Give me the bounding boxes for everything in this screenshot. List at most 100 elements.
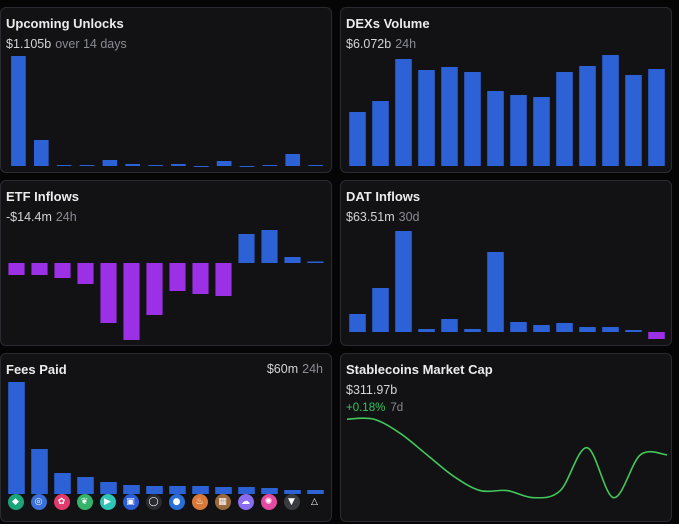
bar-2[interactable] bbox=[372, 101, 389, 166]
bar-10[interactable] bbox=[556, 72, 573, 166]
bar-1[interactable] bbox=[8, 263, 25, 275]
bar-12[interactable] bbox=[261, 230, 278, 263]
bar-4[interactable] bbox=[418, 70, 435, 166]
bar-14[interactable] bbox=[648, 332, 665, 339]
cube-logo-icon[interactable]: ▦ bbox=[214, 494, 231, 510]
stablecoins-market-cap-card[interactable]: Stablecoins Market Cap $311.97b +0.18% 7d bbox=[340, 353, 672, 522]
stablecoins-line-chart[interactable] bbox=[341, 354, 672, 522]
bar-1[interactable] bbox=[349, 112, 366, 166]
bar-14[interactable] bbox=[307, 490, 324, 494]
bar-6[interactable] bbox=[464, 329, 481, 332]
card-value: $6.072b 24h bbox=[346, 37, 416, 51]
bar-14[interactable] bbox=[307, 261, 324, 264]
hyperliquid-logo-icon[interactable]: ▶ bbox=[99, 494, 116, 510]
bar-1[interactable] bbox=[11, 56, 26, 166]
upcoming-unlocks-card[interactable]: Upcoming Unlocks $1.105b over 14 days bbox=[0, 7, 332, 173]
bar-7[interactable] bbox=[148, 165, 163, 166]
value: $60m bbox=[266, 362, 299, 376]
bar-7[interactable] bbox=[487, 91, 504, 166]
bar-5[interactable] bbox=[100, 482, 117, 494]
bar-6[interactable] bbox=[123, 263, 140, 340]
bar-6[interactable] bbox=[123, 485, 140, 494]
bar-9[interactable] bbox=[533, 97, 550, 166]
bar-9[interactable] bbox=[192, 486, 209, 494]
bar-2[interactable] bbox=[372, 288, 389, 332]
ghost-logo-icon[interactable]: ☁ bbox=[237, 494, 254, 510]
fees-paid-bar-chart[interactable] bbox=[1, 354, 332, 522]
bar-6[interactable] bbox=[125, 164, 141, 166]
bar-7[interactable] bbox=[487, 252, 504, 332]
bar-11[interactable] bbox=[239, 166, 255, 167]
tether-logo-icon[interactable]: ◆ bbox=[7, 494, 24, 510]
series-line[interactable] bbox=[346, 417, 668, 499]
unlocks-bar-chart[interactable] bbox=[1, 8, 332, 173]
bar-10[interactable] bbox=[215, 263, 232, 296]
leaf-logo-icon[interactable]: ❦ bbox=[76, 494, 93, 510]
bar-11[interactable] bbox=[579, 327, 596, 332]
bar-5[interactable] bbox=[441, 67, 458, 166]
bar-13[interactable] bbox=[625, 330, 642, 332]
bar-14[interactable] bbox=[308, 165, 323, 166]
bar-8[interactable] bbox=[169, 486, 186, 494]
bar-10[interactable] bbox=[216, 161, 232, 166]
bar-10[interactable] bbox=[215, 487, 232, 494]
bar-7[interactable] bbox=[146, 263, 163, 315]
bar-9[interactable] bbox=[192, 263, 209, 294]
bar-11[interactable] bbox=[238, 234, 255, 263]
bar-8[interactable] bbox=[169, 263, 186, 291]
bar-13[interactable] bbox=[625, 75, 642, 166]
bar-13[interactable] bbox=[284, 490, 301, 494]
bar-3[interactable] bbox=[395, 59, 412, 166]
bar-12[interactable] bbox=[602, 327, 619, 332]
bar-9[interactable] bbox=[193, 166, 209, 167]
etf-inflows-card[interactable]: ETF Inflows -$14.4m 24h bbox=[0, 180, 332, 346]
bar-12[interactable] bbox=[262, 165, 278, 166]
bar-7[interactable] bbox=[146, 486, 163, 494]
bar-11[interactable] bbox=[238, 487, 255, 494]
bar-3[interactable] bbox=[56, 165, 72, 166]
change-row: +0.18% 7d bbox=[346, 402, 403, 414]
bar-2[interactable] bbox=[31, 449, 48, 494]
shield-white-logo-icon[interactable]: ▼ bbox=[283, 494, 300, 510]
bar-3[interactable] bbox=[54, 473, 71, 494]
bar-10[interactable] bbox=[556, 323, 573, 332]
bar-13[interactable] bbox=[284, 257, 301, 263]
bar-5[interactable] bbox=[102, 160, 118, 166]
bar-3[interactable] bbox=[54, 263, 71, 278]
bar-4[interactable] bbox=[77, 477, 94, 494]
etf-inflows-bar-chart[interactable] bbox=[1, 181, 332, 346]
dex-volume-bar-chart[interactable] bbox=[341, 8, 672, 173]
shield-logo-icon[interactable]: ▣ bbox=[122, 494, 139, 510]
triangle-logo-icon[interactable]: △ bbox=[306, 494, 323, 510]
swirl-logo-icon[interactable]: ✺ bbox=[260, 494, 277, 510]
bar-2[interactable] bbox=[33, 140, 49, 166]
flame-logo-icon[interactable]: ♨ bbox=[191, 494, 208, 510]
bar-2[interactable] bbox=[31, 263, 48, 275]
circle-usdc-logo-icon[interactable]: ◎ bbox=[30, 494, 47, 510]
dexs-volume-card[interactable]: DEXs Volume $6.072b 24h bbox=[340, 7, 672, 173]
bar-4[interactable] bbox=[418, 329, 435, 332]
bar-12[interactable] bbox=[261, 488, 278, 494]
bar-11[interactable] bbox=[579, 66, 596, 166]
bar-8[interactable] bbox=[171, 164, 186, 166]
bar-4[interactable] bbox=[79, 165, 95, 166]
ring-logo-icon[interactable]: ◯ bbox=[145, 494, 162, 510]
bar-5[interactable] bbox=[441, 319, 458, 332]
bar-8[interactable] bbox=[510, 322, 527, 332]
dat-inflows-bar-chart[interactable] bbox=[341, 181, 672, 346]
bar-13[interactable] bbox=[285, 154, 301, 166]
dat-inflows-card[interactable]: DAT Inflows $63.51m 30d bbox=[340, 180, 672, 346]
bar-3[interactable] bbox=[395, 231, 412, 332]
bar-8[interactable] bbox=[510, 95, 527, 166]
bar-4[interactable] bbox=[77, 263, 94, 284]
bar-12[interactable] bbox=[602, 55, 619, 166]
pancake-logo-icon[interactable]: ✿ bbox=[53, 494, 70, 510]
bar-9[interactable] bbox=[533, 325, 550, 332]
bar-14[interactable] bbox=[648, 69, 665, 166]
fees-paid-card[interactable]: Fees Paid $60m 24h bbox=[0, 353, 332, 522]
bar-5[interactable] bbox=[100, 263, 117, 323]
coin-logo-icon[interactable]: ● bbox=[168, 494, 185, 510]
bar-1[interactable] bbox=[349, 314, 366, 332]
bar-1[interactable] bbox=[8, 382, 25, 494]
bar-6[interactable] bbox=[464, 72, 481, 166]
